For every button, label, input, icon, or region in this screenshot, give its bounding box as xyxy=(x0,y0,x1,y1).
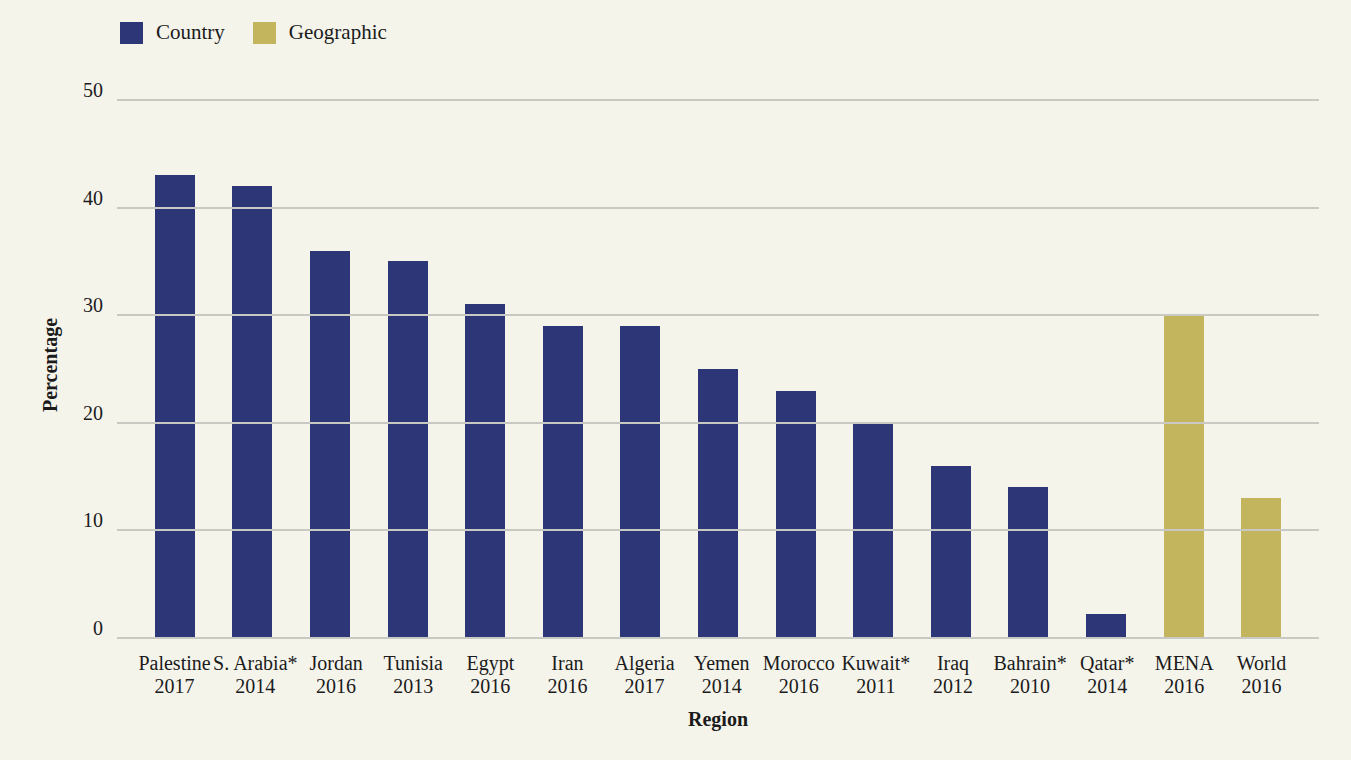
bar xyxy=(620,326,660,638)
x-tick-label: Egypt2016 xyxy=(452,652,529,698)
bar xyxy=(1164,315,1204,638)
bar-slot xyxy=(602,100,680,638)
gridline xyxy=(117,529,1319,531)
x-tick-label: S. Arabia*2014 xyxy=(213,652,297,698)
bar xyxy=(698,369,738,638)
legend-item-geographic: Geographic xyxy=(253,20,387,45)
legend-item-country: Country xyxy=(120,20,225,45)
x-tick-label: Palestine2017 xyxy=(136,652,213,698)
bar xyxy=(1086,614,1126,638)
y-tick-label: 30 xyxy=(83,295,103,315)
y-tick-label: 0 xyxy=(93,618,103,638)
geographic-swatch-icon xyxy=(253,22,276,44)
bar-slot xyxy=(834,100,912,638)
x-tick-label: Iran2016 xyxy=(529,652,606,698)
gridline xyxy=(117,314,1319,316)
bar-slot xyxy=(912,100,990,638)
bar-slot xyxy=(679,100,757,638)
gridline xyxy=(117,637,1319,639)
bar-slot xyxy=(1222,100,1300,638)
bar-slot xyxy=(757,100,835,638)
x-tick-label: Algeria2017 xyxy=(606,652,683,698)
y-axis-title: Percentage xyxy=(39,318,62,412)
bar xyxy=(310,251,350,638)
bar-slot xyxy=(446,100,524,638)
x-tick-label: MENA2016 xyxy=(1146,652,1223,698)
gridline xyxy=(117,99,1319,101)
bar-slot xyxy=(369,100,447,638)
bar xyxy=(232,186,272,638)
country-swatch-icon xyxy=(120,22,143,44)
bar-slot xyxy=(136,100,214,638)
bar-slot xyxy=(1145,100,1223,638)
bar xyxy=(388,261,428,638)
legend: Country Geographic xyxy=(120,20,387,45)
legend-label-geographic: Geographic xyxy=(289,20,387,45)
bar xyxy=(1241,498,1281,638)
x-tick-label: Bahrain*2010 xyxy=(992,652,1069,698)
bar xyxy=(1008,487,1048,638)
x-labels-row: Palestine2017S. Arabia*2014Jordan2016Tun… xyxy=(117,652,1319,698)
y-tick-label: 40 xyxy=(83,188,103,208)
x-tick-label: Tunisia2013 xyxy=(375,652,452,698)
bar xyxy=(155,175,195,638)
x-tick-label: Jordan2016 xyxy=(298,652,375,698)
gridline xyxy=(117,422,1319,424)
x-axis-title: Region xyxy=(117,708,1319,731)
y-tick-label: 50 xyxy=(83,80,103,100)
bar-slot xyxy=(291,100,369,638)
x-tick-label: Kuwait*2011 xyxy=(837,652,914,698)
y-tick-label: 20 xyxy=(83,403,103,423)
bars-row xyxy=(117,100,1319,638)
x-tick-label: Qatar*2014 xyxy=(1069,652,1146,698)
bar-slot xyxy=(214,100,292,638)
bar xyxy=(776,391,816,638)
x-tick-label: Iraq2012 xyxy=(914,652,991,698)
bar-chart: Country Geographic Percentage Palestine2… xyxy=(0,0,1351,760)
bar-slot xyxy=(1067,100,1145,638)
x-tick-label: World2016 xyxy=(1223,652,1300,698)
bar xyxy=(543,326,583,638)
bar-slot xyxy=(524,100,602,638)
gridline xyxy=(117,207,1319,209)
legend-label-country: Country xyxy=(156,20,225,45)
x-tick-label: Yemen2014 xyxy=(683,652,760,698)
bar xyxy=(931,466,971,638)
bar-slot xyxy=(990,100,1068,638)
x-tick-label: Morocco2016 xyxy=(760,652,837,698)
plot-area: Palestine2017S. Arabia*2014Jordan2016Tun… xyxy=(117,100,1319,638)
y-tick-label: 10 xyxy=(83,510,103,530)
bar xyxy=(465,304,505,638)
